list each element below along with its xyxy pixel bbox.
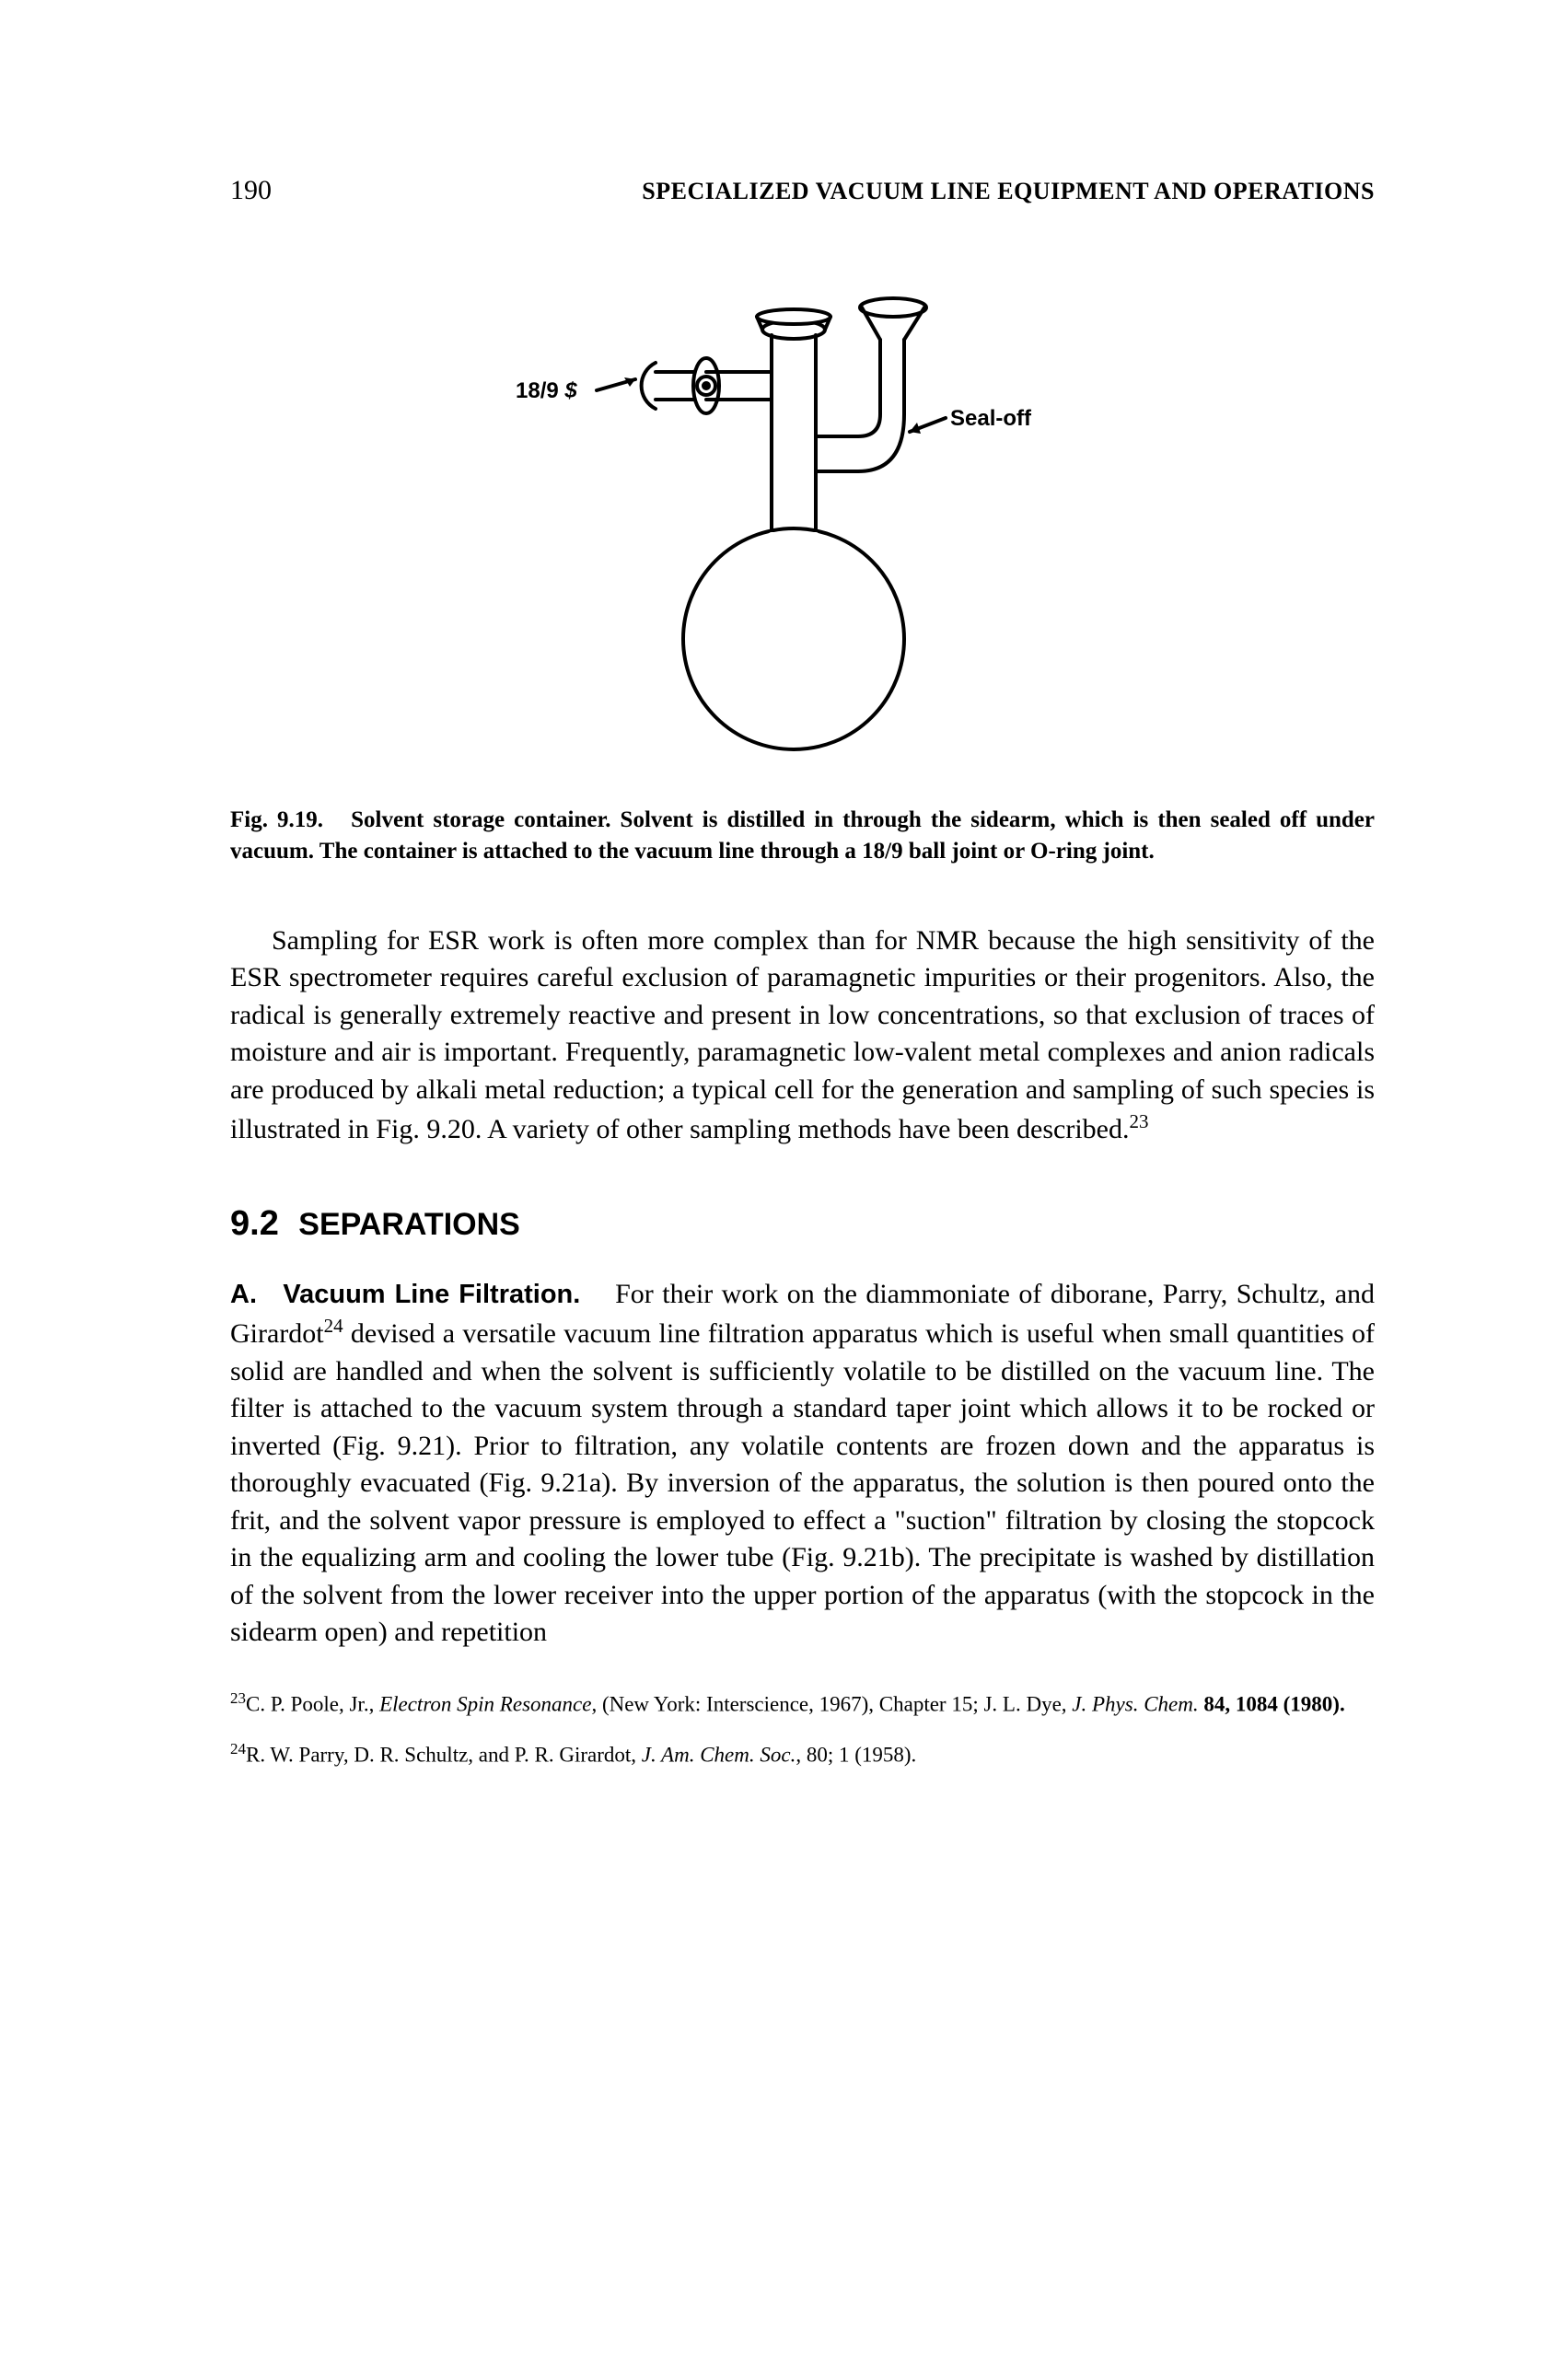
paragraph-esr-sampling: Sampling for ESR work is often more comp…	[230, 922, 1375, 1149]
subsection-title: Vacuum Line Filtration.	[283, 1280, 580, 1309]
figure-caption-body: Solvent storage container. Solvent is di…	[230, 807, 1375, 864]
footnotes: 23C. P. Poole, Jr., Electron Spin Resona…	[230, 1688, 1375, 1769]
paragraph-vacuum-filtration: A. Vacuum Line Filtration. For their wor…	[230, 1276, 1375, 1652]
section-number: 9.2	[230, 1204, 279, 1243]
joint-label: 18/9 $	[516, 378, 577, 403]
footnote-23: 23C. P. Poole, Jr., Electron Spin Resona…	[230, 1688, 1375, 1719]
footnote-ref-23: 23	[1129, 1110, 1148, 1132]
subsection-label: A.	[230, 1280, 257, 1309]
page-header: 190 SPECIALIZED VACUUM LINE EQUIPMENT AN…	[230, 175, 1375, 206]
page-number: 190	[230, 175, 272, 206]
figure-caption: Fig. 9.19. Solvent storage container. So…	[230, 805, 1375, 867]
running-head: SPECIALIZED VACUUM LINE EQUIPMENT AND OP…	[642, 178, 1375, 205]
page: 190 SPECIALIZED VACUUM LINE EQUIPMENT AN…	[0, 0, 1568, 2355]
figure-9-19: 18/9 $ Seal-off	[230, 252, 1375, 768]
figure-caption-lead: Fig. 9.19.	[230, 807, 323, 832]
section-title: SEPARATIONS	[298, 1207, 520, 1242]
solvent-container-diagram-icon: 18/9 $ Seal-off	[508, 252, 1098, 768]
footnote-24: 24R. W. Parry, D. R. Schultz, and P. R. …	[230, 1739, 1375, 1769]
sealoff-label: Seal-off	[950, 406, 1032, 431]
section-heading: 9.2 SEPARATIONS	[230, 1204, 1375, 1244]
footnote-ref-24: 24	[324, 1315, 343, 1337]
